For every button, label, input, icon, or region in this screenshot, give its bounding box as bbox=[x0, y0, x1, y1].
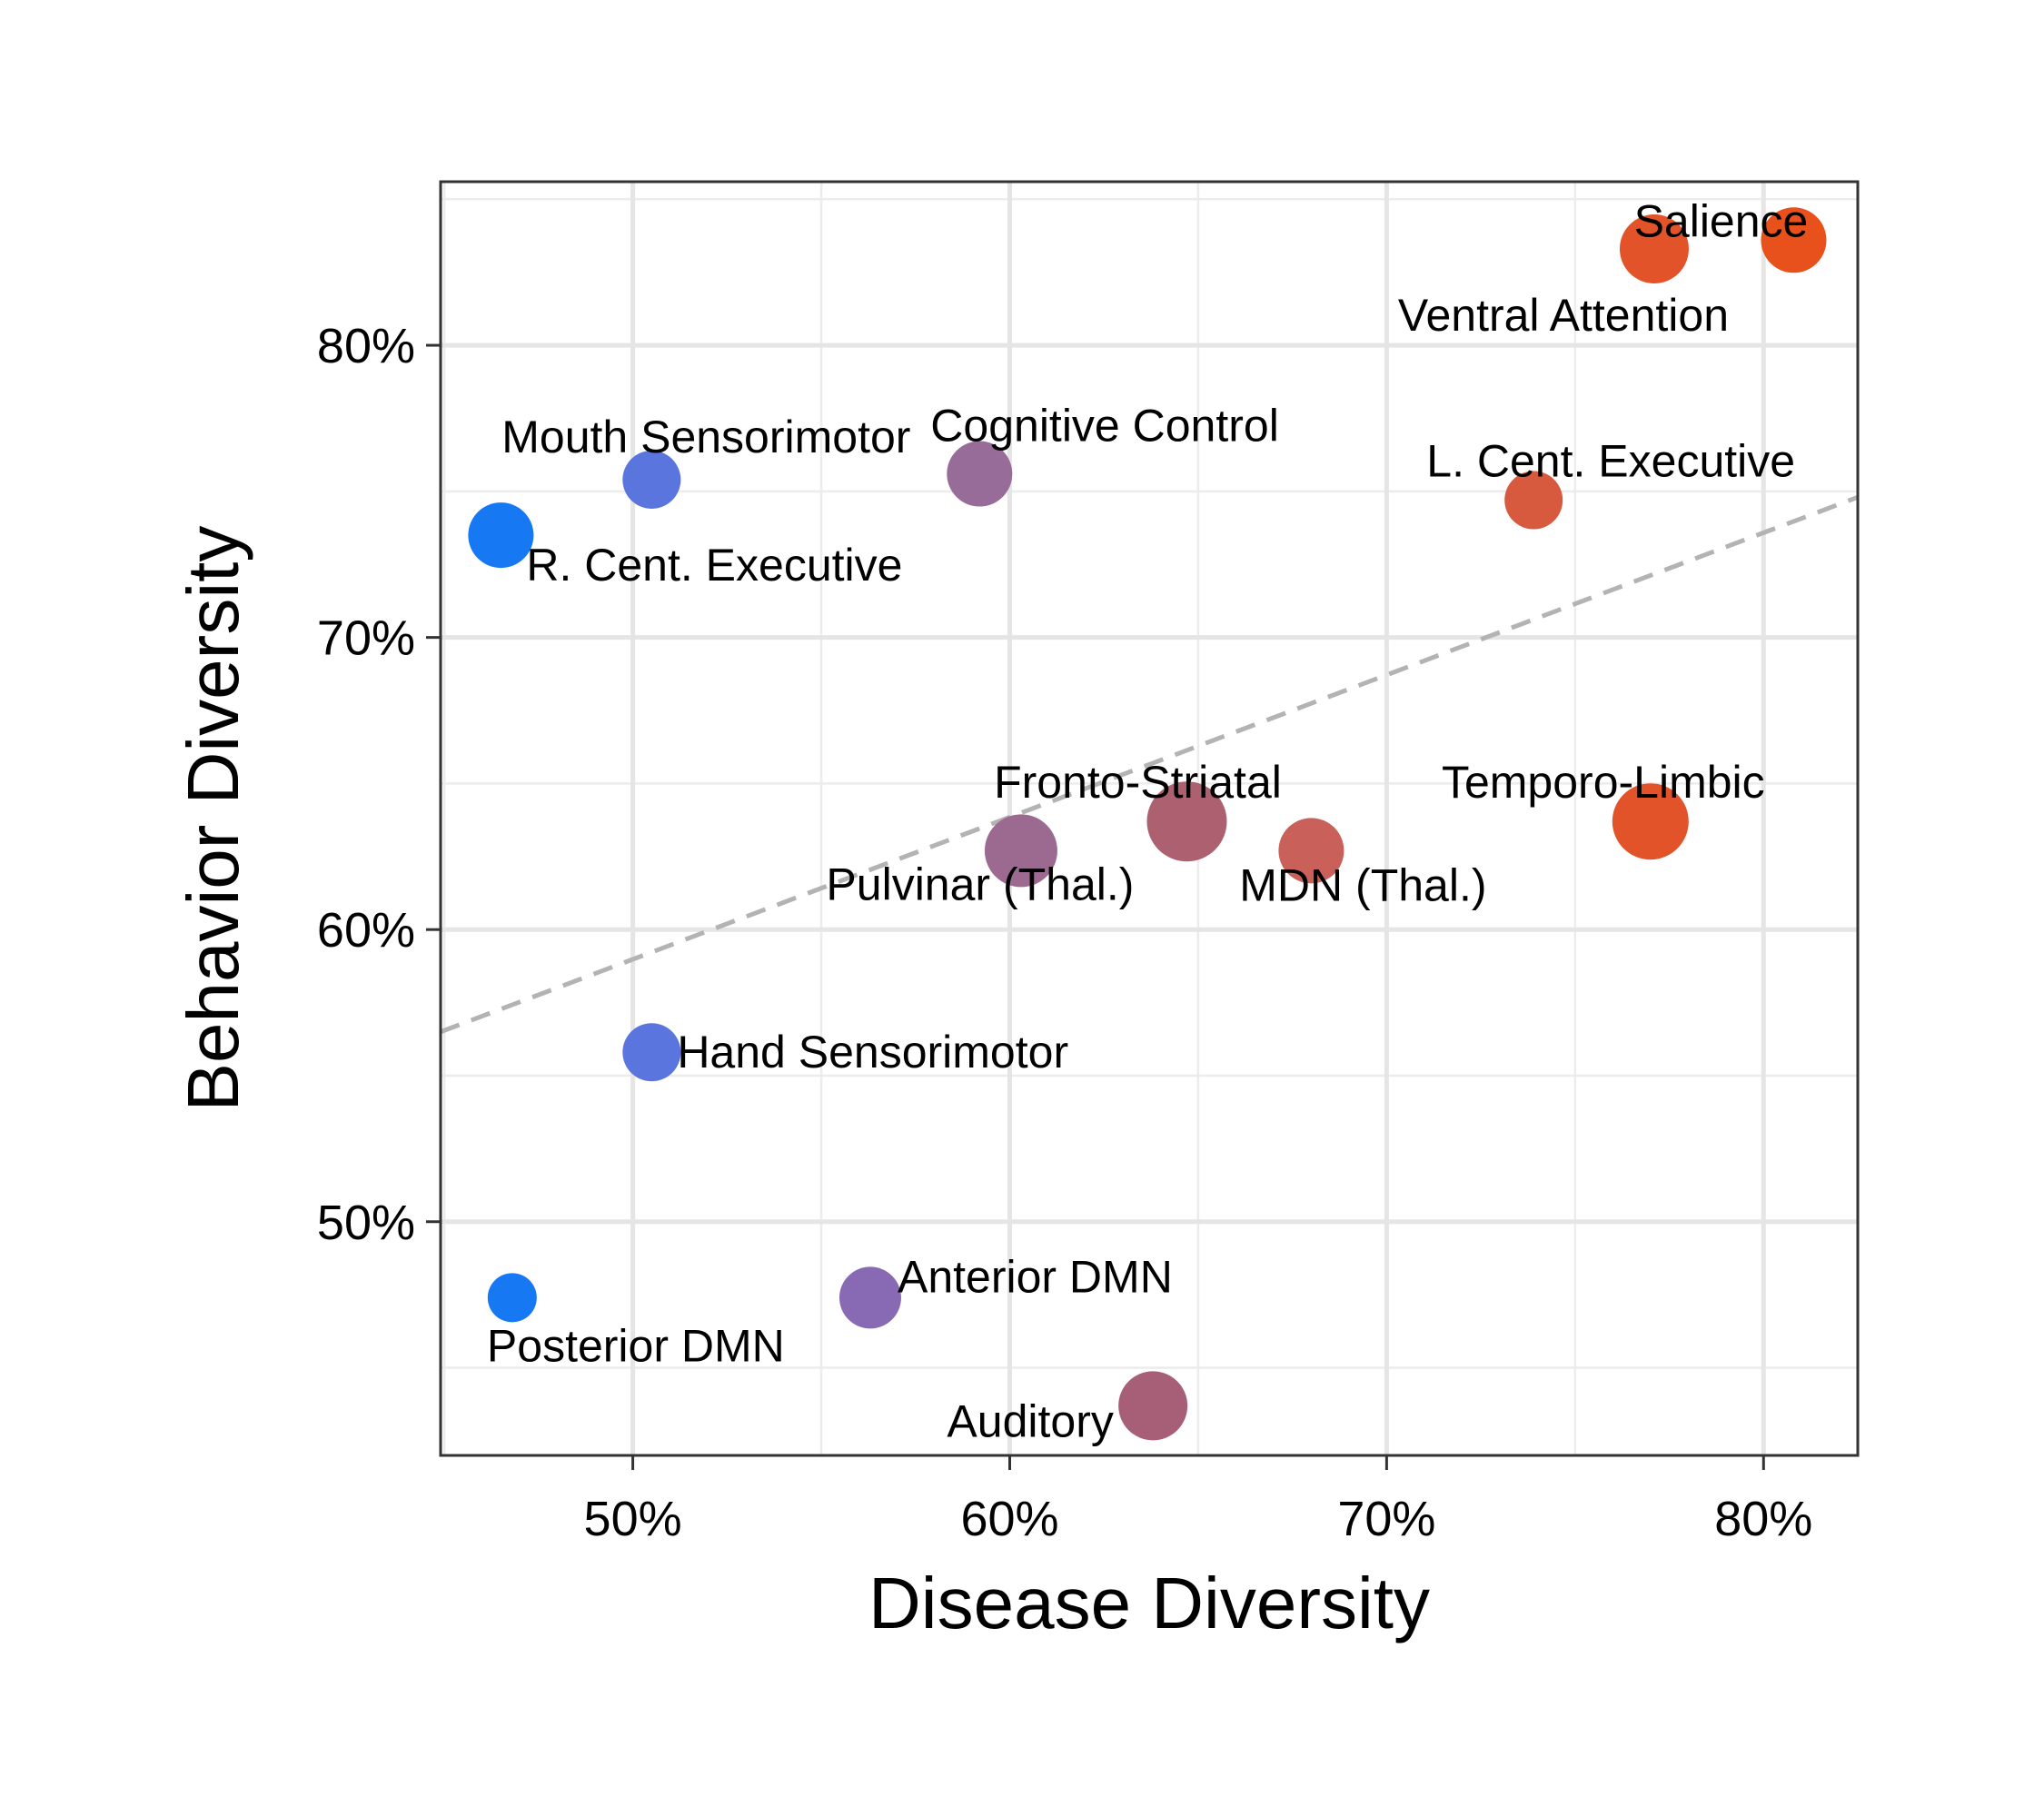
point-label-cognitive-control: Cognitive Control bbox=[930, 401, 1279, 452]
y-tick-label: 70% bbox=[317, 611, 415, 666]
points-layer bbox=[468, 207, 1827, 1441]
point-hand-sensorimotor bbox=[622, 1023, 681, 1082]
point-posterior-dmn bbox=[487, 1273, 537, 1323]
point-cognitive-control bbox=[947, 441, 1013, 507]
x-tick-label: 80% bbox=[1714, 1492, 1812, 1546]
point-label-anterior-dmn: Anterior DMN bbox=[898, 1251, 1173, 1302]
point-label-pulvinar-thal: Pulvinar (Thal.) bbox=[826, 859, 1134, 909]
point-auditory bbox=[1118, 1371, 1188, 1441]
point-label-fronto-striatal: Fronto-Striatal bbox=[994, 757, 1282, 808]
point-label-posterior-dmn: Posterior DMN bbox=[487, 1320, 785, 1371]
point-label-mdn-thal: MDN (Thal.) bbox=[1239, 859, 1486, 910]
point-anterior-dmn bbox=[838, 1266, 901, 1329]
point-label-r-cent-executive: R. Cent. Executive bbox=[526, 540, 902, 591]
point-label-hand-sensorimotor: Hand Sensorimotor bbox=[677, 1027, 1068, 1077]
point-label-temporo-limbic: Temporo-Limbic bbox=[1442, 757, 1765, 808]
y-tick-label: 80% bbox=[317, 319, 415, 373]
point-mdn-thal bbox=[1278, 818, 1344, 884]
point-label-l-cent-executive: L. Cent. Executive bbox=[1426, 436, 1795, 487]
point-ventral-attention bbox=[1619, 213, 1689, 283]
x-tick-label: 60% bbox=[960, 1492, 1058, 1546]
panel-border bbox=[439, 180, 1860, 1457]
point-pulvinar-thal bbox=[984, 814, 1057, 888]
x-axis-title: Disease Diversity bbox=[868, 1563, 1430, 1643]
y-tick-label: 60% bbox=[317, 903, 415, 958]
x-tick-label: 70% bbox=[1337, 1492, 1435, 1546]
point-label-auditory: Auditory bbox=[947, 1395, 1113, 1446]
point-temporo-limbic bbox=[1612, 783, 1689, 860]
point-mouth-sensorimotor bbox=[622, 450, 681, 509]
point-label-ventral-attention: Ventral Attention bbox=[1398, 290, 1729, 341]
point-labels-layer: Salience Ventral Attention L. Cent. Execut… bbox=[487, 195, 1808, 1446]
y-tick-label: 50% bbox=[317, 1196, 415, 1250]
point-r-cent-executive bbox=[468, 502, 534, 569]
point-l-cent-executive bbox=[1504, 471, 1563, 530]
point-label-salience: Salience bbox=[1634, 195, 1809, 246]
trend-line bbox=[440, 494, 1859, 1035]
point-salience bbox=[1761, 207, 1827, 273]
x-axis: 50% 60% 70% 80% bbox=[584, 1455, 1812, 1546]
x-tick-label: 50% bbox=[584, 1492, 682, 1546]
point-fronto-striatal bbox=[1146, 781, 1227, 862]
y-axis: 50% 60% 70% 80% bbox=[317, 319, 441, 1250]
y-axis-title: Behavior Diversity bbox=[173, 526, 253, 1112]
point-label-mouth-sensorimotor: Mouth Sensorimotor bbox=[501, 412, 910, 462]
